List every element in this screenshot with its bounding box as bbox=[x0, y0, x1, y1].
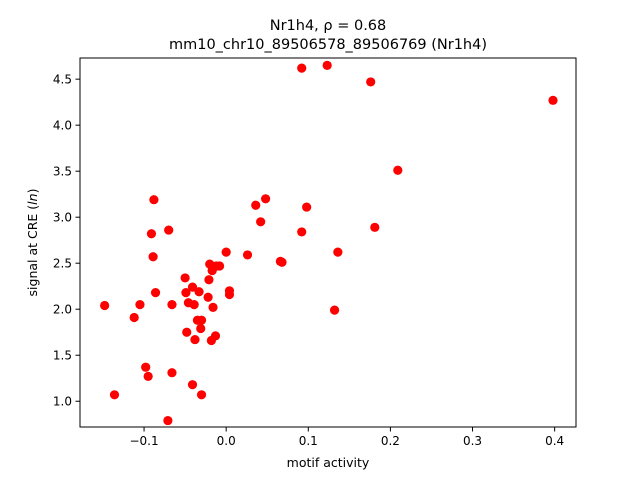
points-layer bbox=[100, 60, 558, 426]
data-point bbox=[333, 247, 343, 257]
data-point bbox=[242, 250, 253, 260]
chart-title-line1: Nr1h4, ρ = 0.68 bbox=[270, 18, 387, 34]
data-point bbox=[148, 252, 158, 262]
x-tick-label: 0.1 bbox=[299, 434, 318, 448]
y-tick-label: 2.0 bbox=[53, 303, 72, 317]
data-point bbox=[196, 315, 207, 325]
data-point bbox=[256, 217, 266, 227]
y-tick-label: 3.0 bbox=[53, 210, 72, 224]
data-point bbox=[164, 225, 174, 235]
y-axis-label: signal at CRE (ln) bbox=[25, 189, 40, 297]
data-point bbox=[146, 229, 157, 239]
data-point bbox=[210, 331, 221, 341]
data-point bbox=[393, 165, 403, 175]
y-tick-label: 4.5 bbox=[53, 72, 72, 86]
data-point bbox=[150, 288, 161, 298]
y-tick-label: 4.0 bbox=[53, 118, 72, 132]
data-point bbox=[129, 312, 139, 323]
data-point bbox=[251, 200, 261, 210]
data-point bbox=[194, 287, 204, 297]
y-tick-label: 3.5 bbox=[53, 164, 72, 178]
x-tick-label: 0.2 bbox=[381, 434, 400, 448]
data-point bbox=[167, 300, 177, 310]
data-point bbox=[190, 334, 200, 345]
data-point bbox=[215, 261, 225, 271]
y-tick-label: 2.5 bbox=[53, 257, 72, 271]
data-point bbox=[366, 77, 376, 87]
data-point bbox=[208, 302, 218, 312]
x-tick-label: −0.1 bbox=[129, 434, 158, 448]
data-point bbox=[224, 289, 235, 300]
data-point bbox=[182, 327, 192, 337]
x-axis-ticks: −0.1 0.0 0.1 0.2 0.3 0.4 bbox=[129, 427, 564, 448]
x-tick-label: 0.4 bbox=[545, 434, 564, 448]
data-point bbox=[196, 323, 206, 334]
data-point bbox=[297, 63, 307, 73]
plot-area-frame bbox=[79, 57, 577, 428]
data-point bbox=[204, 275, 214, 285]
data-point bbox=[149, 195, 159, 205]
data-point bbox=[135, 300, 145, 310]
data-point bbox=[141, 362, 151, 372]
data-point bbox=[277, 257, 287, 267]
data-point bbox=[181, 288, 191, 298]
x-tick-label: 0.3 bbox=[463, 434, 482, 448]
data-point bbox=[322, 60, 332, 70]
data-point bbox=[167, 368, 177, 378]
data-point bbox=[109, 390, 120, 400]
data-point bbox=[143, 371, 153, 381]
x-tick-label: 0.0 bbox=[217, 434, 236, 448]
data-point bbox=[370, 222, 380, 232]
y-axis-ticks: 1.0 1.5 2.0 2.5 3.0 3.5 4.0 4.5 bbox=[53, 72, 80, 409]
data-point bbox=[187, 380, 198, 390]
data-point bbox=[187, 282, 198, 292]
data-point bbox=[203, 292, 213, 302]
data-point bbox=[180, 273, 190, 283]
data-point bbox=[260, 194, 271, 204]
y-tick-label: 1.0 bbox=[53, 395, 72, 409]
y-tick-label: 1.5 bbox=[53, 349, 72, 363]
data-point bbox=[189, 300, 199, 310]
data-point bbox=[302, 202, 312, 212]
data-point bbox=[100, 300, 110, 311]
data-point bbox=[196, 390, 207, 400]
data-point bbox=[548, 95, 558, 105]
chart-title-line2: mm10_chr10_89506578_89506769 (Nr1h4) bbox=[169, 37, 487, 53]
data-point bbox=[329, 305, 340, 315]
data-point bbox=[221, 247, 231, 257]
data-point bbox=[163, 415, 173, 426]
data-point bbox=[297, 227, 307, 237]
x-axis-label: motif activity bbox=[287, 455, 370, 470]
